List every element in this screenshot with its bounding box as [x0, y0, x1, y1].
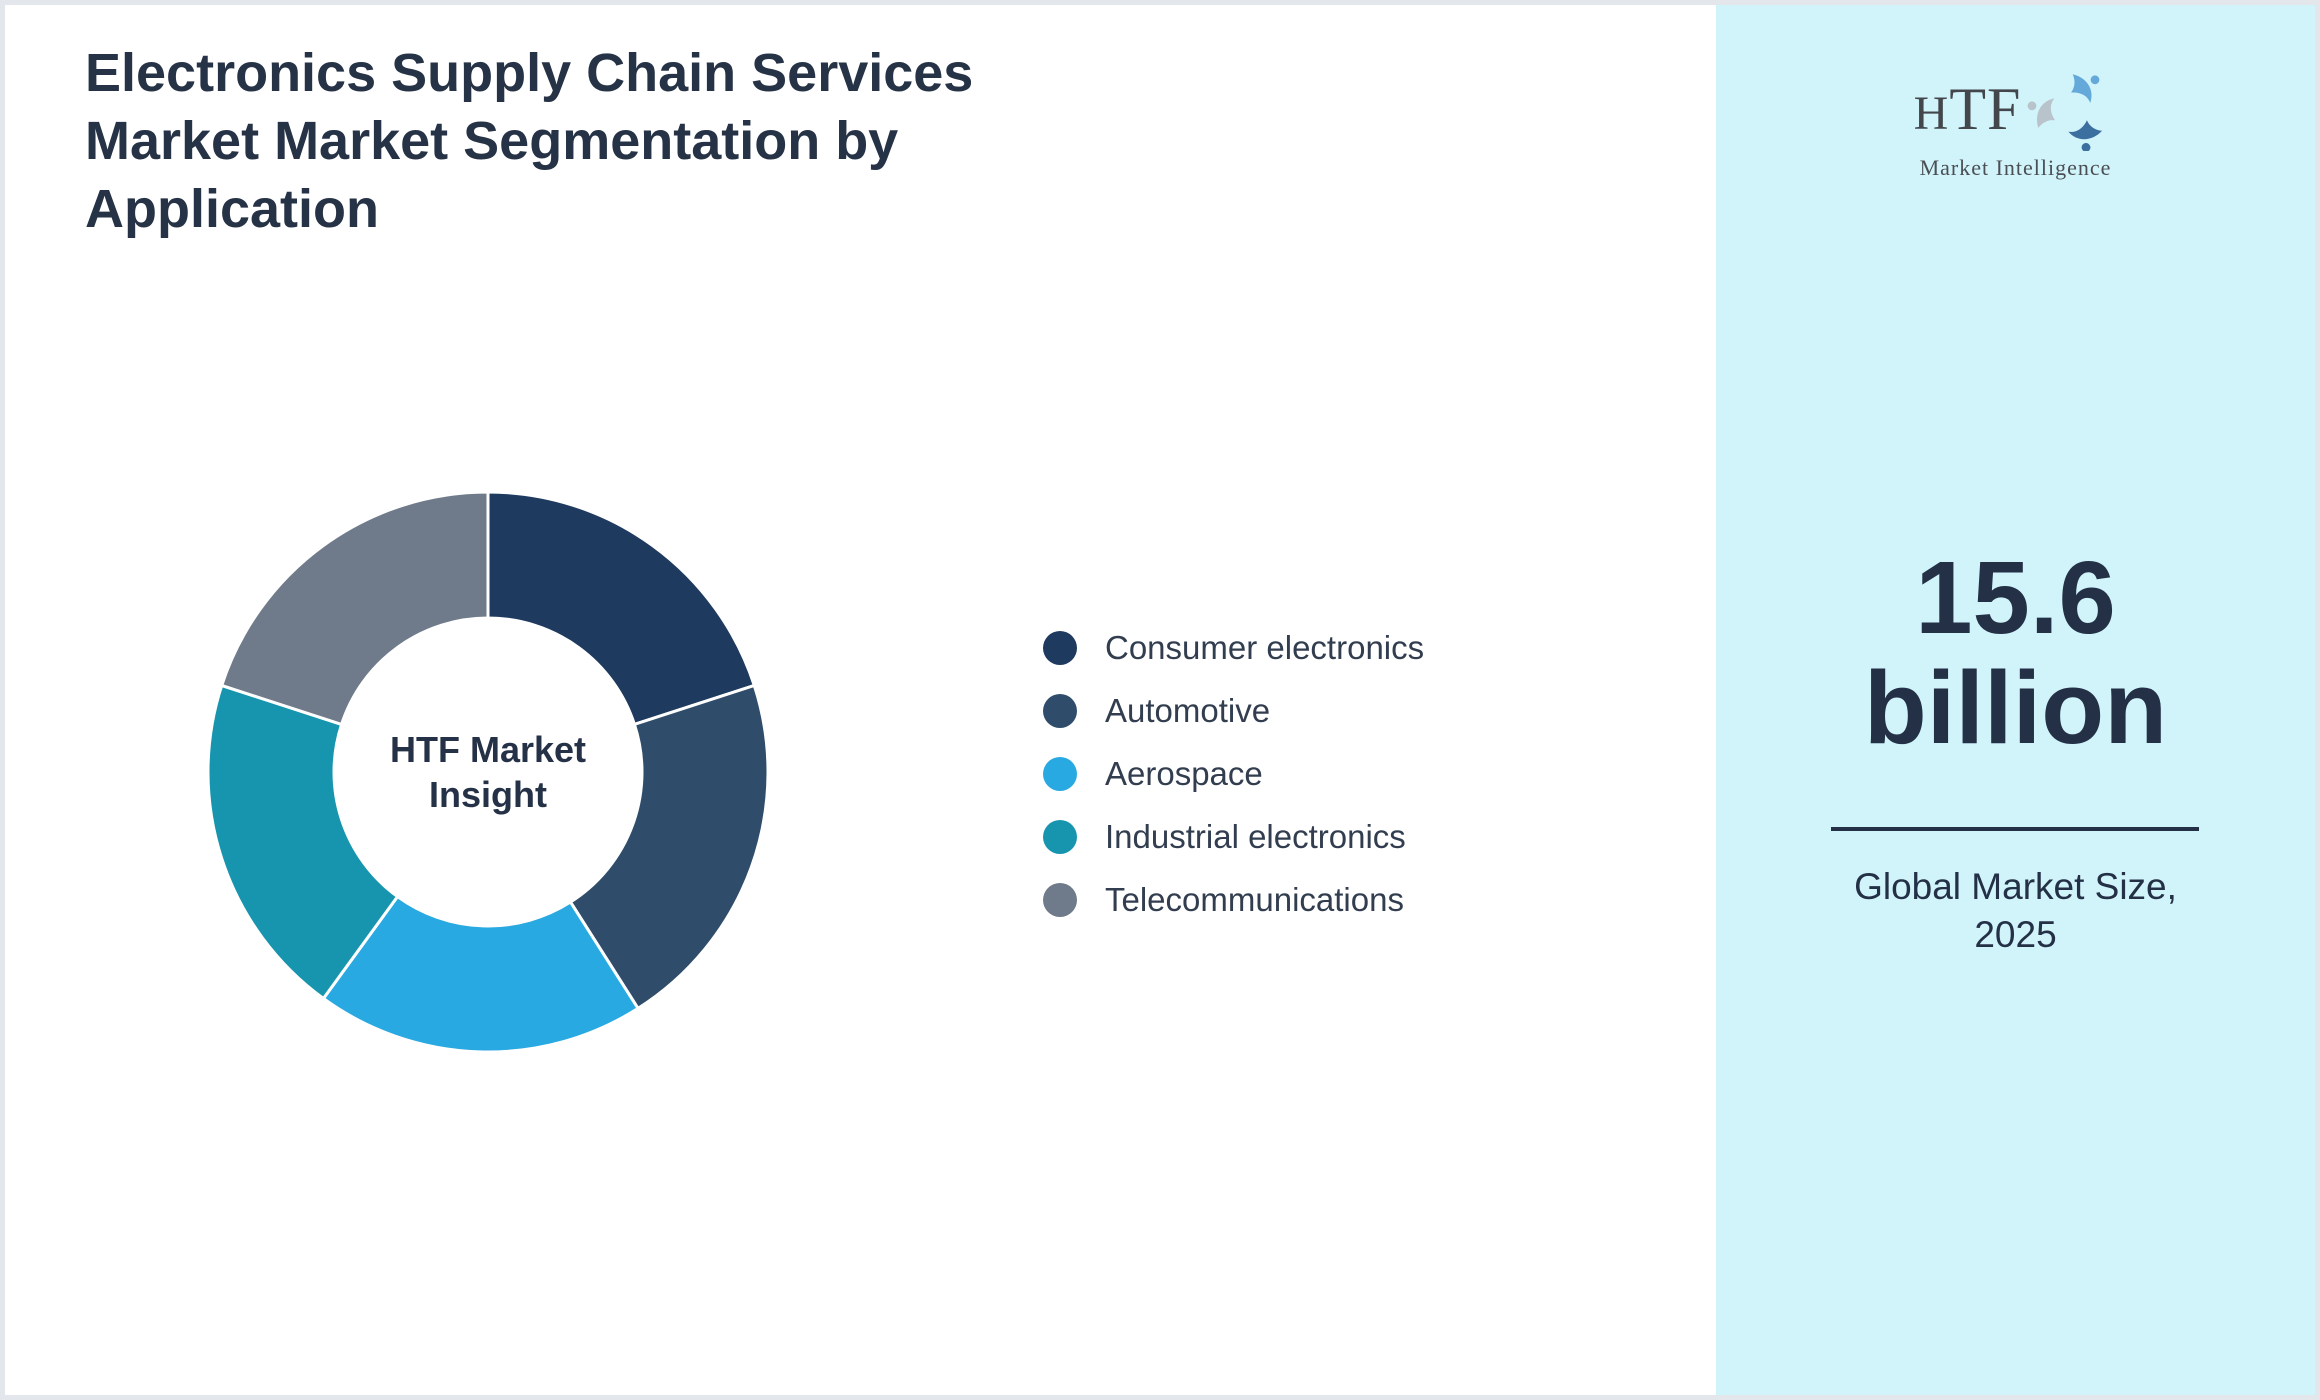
legend-item: Industrial electronics [1043, 818, 1424, 855]
legend-item: Consumer electronics [1043, 629, 1425, 666]
page-title: Electronics Supply Chain Services Market… [85, 43, 974, 239]
divider-line [1831, 827, 2199, 831]
sidebar-panel: HTF Market Intelligence [1716, 5, 2315, 1395]
htf-logo-row: HTF [1914, 71, 2118, 151]
caption-line-2: 2025 [1974, 914, 2057, 955]
legend-swatch-icon [1043, 757, 1077, 791]
htf-logo: HTF Market Intelligence [1716, 71, 2315, 181]
donut-chart [206, 490, 770, 1054]
legend-item: Automotive [1043, 692, 1424, 729]
legend-item-label: Telecommunications [1105, 881, 1404, 918]
legend-item-label: Industrial electronics [1105, 818, 1406, 855]
legend-swatch-icon [1043, 883, 1077, 917]
donut-center-label: HTF Market Insight [389, 729, 587, 815]
htf-logo-subtext: Market Intelligence [1919, 155, 2112, 180]
page-root: Electronics Supply Chain Services Market… [5, 5, 2315, 1395]
donut-slice [321, 894, 641, 1054]
legend-item-label: Automotive [1105, 692, 1271, 729]
htf-logo-dolphins-icon [2027, 74, 2103, 151]
donut-slice [568, 683, 770, 1011]
market-size-value: 15.6 billion [1716, 543, 2315, 763]
donut-slice [206, 683, 400, 1001]
donut-chart-area: HTF Market Insight [203, 487, 773, 1057]
legend-item: Aerospace [1043, 755, 1424, 792]
market-size-caption: Global Market Size, 2025 [1716, 863, 2315, 959]
legend-item: Telecommunications [1043, 881, 1424, 918]
market-size-number: 15.6 [1915, 540, 2116, 655]
legend-swatch-icon [1043, 694, 1077, 728]
htf-logo-text: HTF [1913, 75, 2022, 142]
donut-slice [219, 490, 490, 727]
legend-swatch-icon [1043, 631, 1077, 665]
caption-line-1: Global Market Size, [1854, 866, 2177, 907]
legend-swatch-icon [1043, 820, 1077, 854]
market-size-unit: billion [1863, 650, 2168, 765]
donut-slice [486, 490, 757, 727]
legend: Consumer electronics Automotive Aerospac… [1043, 629, 1425, 946]
legend-item-label: Aerospace [1105, 755, 1263, 792]
legend-item-label: Consumer electronics [1105, 629, 1425, 666]
